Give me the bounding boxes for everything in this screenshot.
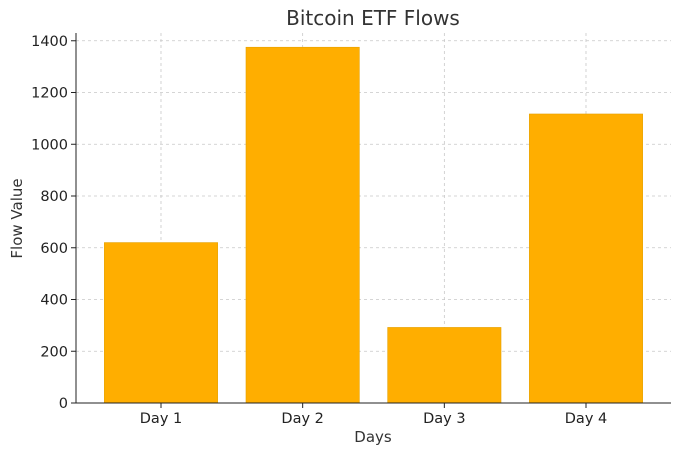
bar-day-4 (529, 113, 643, 404)
y-tick-label: 1400 (31, 34, 68, 50)
y-tick-label: 0 (59, 396, 68, 412)
y-tick-label: 800 (40, 189, 68, 205)
x-axis-label: Days (354, 428, 392, 446)
y-axis-ticks: 0 200 400 600 800 1000 1200 1400 (31, 34, 76, 412)
x-tick-label: Day 2 (281, 411, 323, 427)
x-tick-label: Day 1 (140, 411, 182, 427)
y-tick-label: 400 (40, 293, 68, 309)
bar-day-1 (104, 242, 218, 404)
bars (104, 46, 643, 404)
x-axis-ticks: Day 1 Day 2 Day 3 Day 4 (140, 403, 607, 427)
y-axis-label: Flow Value (8, 178, 26, 258)
y-tick-label: 1000 (31, 137, 68, 153)
y-tick-label: 1200 (31, 86, 68, 102)
axes (75, 33, 671, 404)
y-tick-label: 200 (40, 344, 68, 360)
bar-day-3 (387, 327, 502, 404)
y-tick-label: 600 (40, 241, 68, 257)
x-tick-label: Day 3 (423, 411, 465, 427)
bar-day-2 (245, 46, 360, 404)
x-tick-label: Day 4 (565, 411, 607, 427)
chart-title: Bitcoin ETF Flows (286, 6, 460, 30)
